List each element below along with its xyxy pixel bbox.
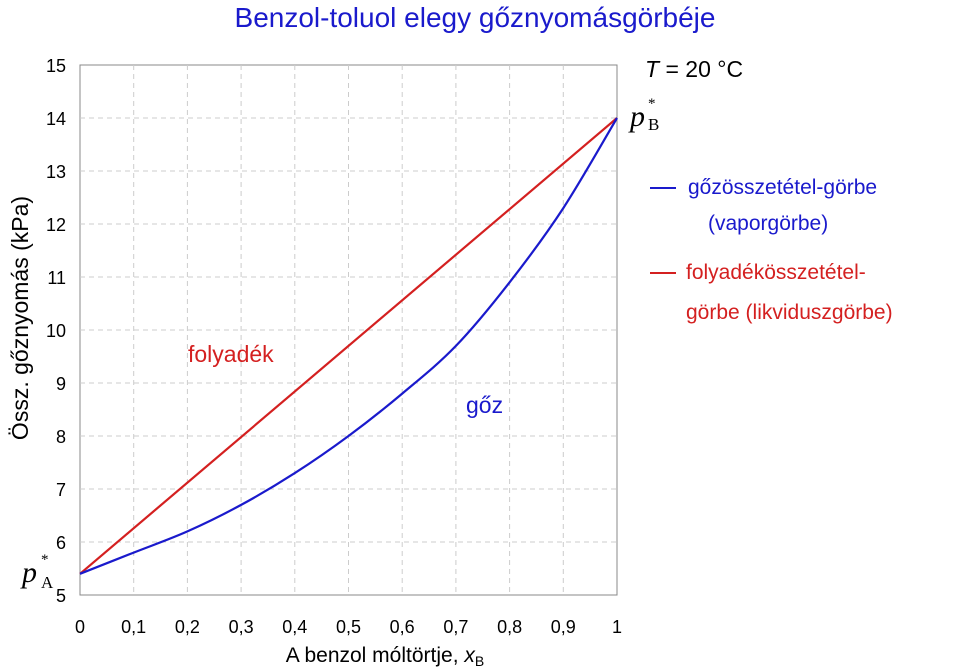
chart-title: Benzol-toluol elegy gőznyomásgörbéje xyxy=(235,2,716,33)
legend-item-liquid-line1: folyadékösszetétel- xyxy=(686,261,866,284)
x-tick-label: 1 xyxy=(612,617,622,637)
vapor-region-label: gőz xyxy=(466,392,503,418)
y-tick-label: 6 xyxy=(56,533,66,553)
y-tick-label: 12 xyxy=(46,215,66,235)
liquid-region-label: folyadék xyxy=(188,341,274,367)
x-axis-label: A benzol móltörtje, xB xyxy=(286,644,484,668)
svg-text:*: * xyxy=(41,552,49,568)
x-tick-labels: 0 0,1 0,2 0,3 0,4 0,5 0,6 0,7 0,8 0,9 1 xyxy=(75,617,622,637)
svg-text:p: p xyxy=(20,556,37,589)
temperature-label: T = 20 °C xyxy=(645,56,743,82)
y-tick-labels: 5 6 7 8 9 10 11 12 13 14 15 xyxy=(46,56,66,606)
series-vapor-line xyxy=(79,117,618,575)
y-tick-label: 11 xyxy=(47,268,66,288)
svg-text:p: p xyxy=(628,100,645,133)
series-lines xyxy=(79,117,618,575)
x-tick-label: 0,1 xyxy=(121,617,146,637)
pA-label: p * A xyxy=(20,552,54,592)
y-tick-label: 9 xyxy=(56,374,66,394)
y-tick-label: 14 xyxy=(46,109,66,129)
svg-text:*: * xyxy=(648,96,656,112)
x-tick-label: 0,8 xyxy=(497,617,522,637)
x-tick-label: 0,6 xyxy=(390,617,415,637)
y-axis-label: Össz. gőznyomás (kPa) xyxy=(7,196,33,440)
y-tick-label: 7 xyxy=(56,480,66,500)
legend: gőzösszetétel-görbe (vaporgörbe) folyadé… xyxy=(650,176,893,324)
y-tick-label: 15 xyxy=(46,56,66,76)
y-tick-label: 8 xyxy=(56,427,66,447)
x-tick-label: 0,4 xyxy=(282,617,307,637)
y-tick-label: 13 xyxy=(46,162,66,182)
y-tick-label: 5 xyxy=(56,586,66,606)
x-tick-label: 0,7 xyxy=(443,617,468,637)
series-liquid-line xyxy=(79,117,618,575)
legend-item-vapor-line1: gőzösszetétel-görbe xyxy=(688,176,877,199)
pB-label: p * B xyxy=(628,96,659,134)
x-tick-label: 0 xyxy=(75,617,85,637)
grid xyxy=(80,65,617,595)
x-tick-label: 0,5 xyxy=(336,617,361,637)
x-tick-label: 0,2 xyxy=(175,617,200,637)
x-tick-label: 0,3 xyxy=(229,617,254,637)
svg-text:B: B xyxy=(648,115,659,134)
legend-item-vapor-line2: (vaporgörbe) xyxy=(708,212,828,235)
legend-item-liquid-line2: görbe (likviduszgörbe) xyxy=(686,301,893,324)
y-tick-label: 10 xyxy=(46,321,66,341)
x-tick-label: 0,9 xyxy=(551,617,576,637)
svg-text:A: A xyxy=(41,573,54,592)
